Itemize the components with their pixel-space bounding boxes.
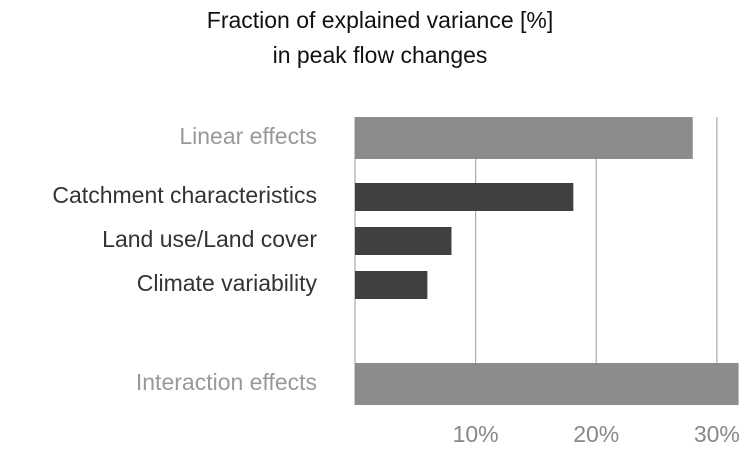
bar [355,183,574,211]
chart-title: in peak flow changes [273,42,488,68]
bar [355,117,693,159]
chart-title: Fraction of explained variance [%] [207,7,553,33]
y-tick-label: Catchment characteristics [52,182,317,208]
x-tick-label: 10% [453,421,499,447]
x-tick-label: 20% [573,421,619,447]
bar [355,271,428,299]
bar [355,227,452,255]
y-tick-label: Land use/Land cover [102,226,317,252]
y-tick-label: Climate variability [137,270,318,296]
y-tick-label: Linear effects [179,123,317,149]
x-tick-label: 30% [694,421,740,447]
bar [355,363,739,405]
y-tick-label: Interaction effects [136,369,317,395]
